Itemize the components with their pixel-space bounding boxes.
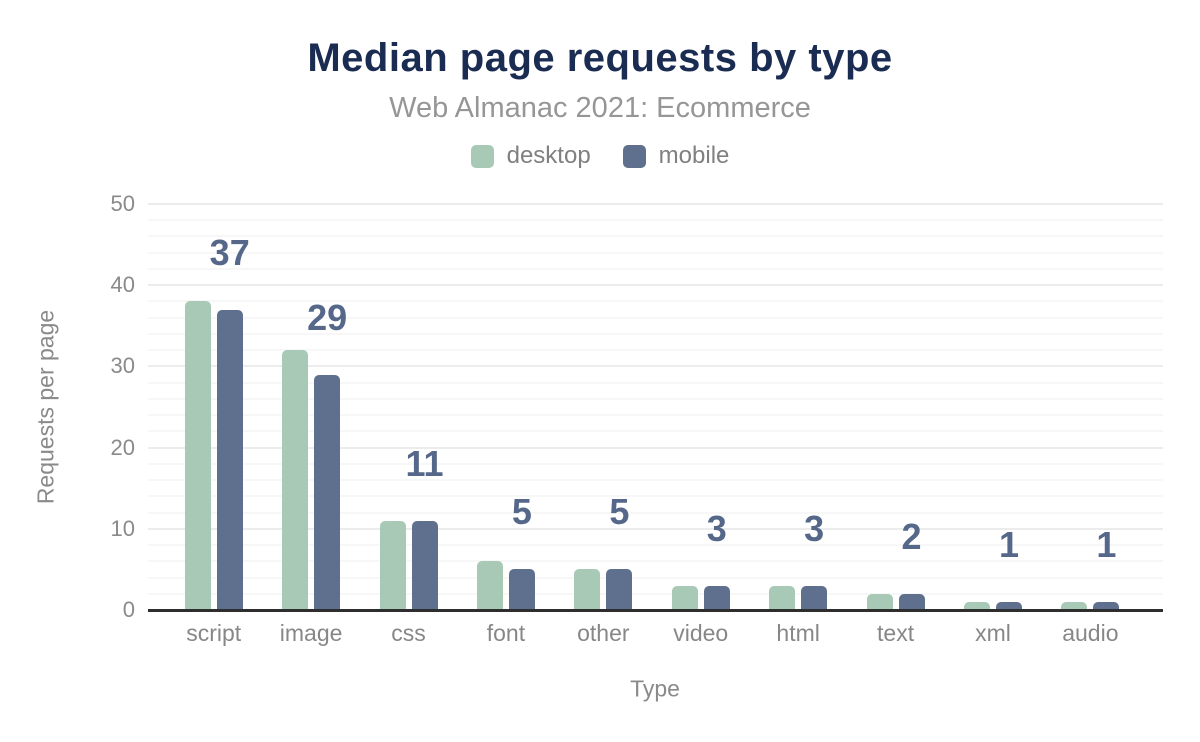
category-script: 37 script [165, 204, 262, 646]
desktop-bar-css [379, 520, 406, 610]
legend-item-desktop[interactable]: desktop [470, 142, 591, 170]
gridline-minor [148, 560, 1163, 563]
x-tick-label-css: css [391, 620, 426, 646]
category-text: 2 text [847, 204, 944, 646]
mobile-bar-audio [1093, 601, 1120, 610]
gridline-minor [148, 332, 1163, 335]
mobile-bar-css [411, 520, 438, 610]
mobile-bar-other [606, 569, 633, 610]
desktop-bar-image [282, 350, 309, 610]
gridline-minor [148, 495, 1163, 498]
gridline-minor [148, 316, 1163, 319]
data-label-image: 29 [307, 296, 348, 338]
y-tick-label: 20 [110, 434, 135, 460]
data-label-video: 3 [706, 507, 727, 549]
data-label-other: 5 [609, 491, 630, 533]
data-label-css: 11 [405, 442, 444, 484]
category-video: 3 video [652, 204, 749, 646]
x-tick-label-other: other [577, 620, 630, 646]
mobile-bar-xml [995, 601, 1022, 610]
desktop-bar-script [184, 301, 211, 610]
category-xml: 1 xml [944, 204, 1041, 646]
legend-swatch-mobile [622, 144, 646, 168]
legend-swatch-desktop [470, 144, 494, 168]
category-image: 29 image [262, 204, 359, 646]
mobile-bar-video [703, 585, 730, 610]
desktop-bar-other [574, 569, 601, 610]
mobile-bar-font [508, 569, 535, 610]
y-tick-label: 30 [110, 353, 135, 379]
x-tick-label-xml: xml [975, 620, 1011, 646]
gridline-minor [148, 251, 1163, 254]
desktop-bar-audio [1061, 601, 1088, 610]
data-label-text: 2 [901, 515, 922, 557]
gridline-minor [148, 267, 1163, 270]
mobile-bar-script [216, 309, 243, 610]
x-axis-line [148, 609, 1163, 612]
gridline-minor [148, 511, 1163, 514]
y-axis-title: Requests per page [32, 309, 59, 505]
gridline-minor [148, 414, 1163, 417]
data-label-xml: 1 [998, 523, 1019, 565]
x-tick-label-text: text [877, 620, 915, 646]
gridline-major [148, 203, 1163, 205]
data-label-html: 3 [804, 507, 825, 549]
legend: desktop mobile [0, 142, 1200, 170]
desktop-bar-xml [963, 601, 990, 610]
gridline-minor [148, 592, 1163, 595]
gridline-minor [148, 219, 1163, 222]
category-css: 11 css [360, 204, 457, 646]
gridline-major [148, 284, 1163, 287]
legend-label: mobile [658, 142, 730, 169]
gridline-major [148, 527, 1163, 530]
y-tick-label: 0 [122, 597, 135, 622]
desktop-bar-html [769, 585, 796, 610]
legend-label: desktop [506, 142, 591, 169]
x-axis-title: Type [630, 675, 680, 702]
category-other: 5 other [555, 204, 652, 646]
x-tick-label-font: font [486, 620, 526, 646]
gridline-minor [148, 397, 1163, 400]
gridline-minor [148, 430, 1163, 433]
gridline-minor [148, 462, 1163, 465]
y-tick-label: 40 [110, 272, 135, 298]
plot-area: 37 script 29 image 11 css 5 font 5 other 3 video 3 ht… [148, 203, 1163, 646]
category-audio: 1 audio [1042, 204, 1139, 646]
desktop-bar-font [476, 561, 503, 610]
mobile-bar-image [314, 374, 341, 610]
category-html: 3 html [749, 204, 846, 646]
x-tick-label-video: video [673, 620, 729, 646]
chart-title: Median page requests by type [307, 36, 893, 80]
mobile-bar-text [898, 593, 925, 610]
data-label-audio: 1 [1096, 523, 1117, 565]
y-tick-label: 50 [110, 191, 135, 216]
y-tick-label: 10 [110, 515, 135, 541]
data-label-script: 37 [209, 231, 250, 273]
gridline-major [148, 446, 1163, 449]
desktop-bar-video [671, 585, 698, 610]
gridline-major [148, 365, 1163, 368]
gridline-minor [148, 381, 1163, 384]
category-font: 5 font [457, 204, 554, 646]
gridline-minor [148, 479, 1163, 482]
x-tick-label-html: html [776, 620, 820, 646]
legend-item-mobile[interactable]: mobile [622, 142, 730, 170]
gridline-minor [148, 544, 1163, 547]
chart-subtitle: Web Almanac 2021: Ecommerce [389, 92, 811, 124]
bars-row: 37 script 29 image 11 css 5 font 5 other 3 video 3 ht… [148, 204, 1163, 646]
gridline-minor [148, 576, 1163, 579]
mobile-bar-html [801, 585, 828, 610]
gridline-minor [148, 349, 1163, 352]
data-label-font: 5 [511, 491, 532, 533]
gridline-minor [148, 235, 1163, 238]
x-tick-label-image: image [279, 620, 343, 646]
x-tick-label-script: script [186, 620, 242, 646]
gridline-minor [148, 300, 1163, 303]
x-tick-label-audio: audio [1062, 620, 1119, 646]
desktop-bar-text [866, 593, 893, 610]
